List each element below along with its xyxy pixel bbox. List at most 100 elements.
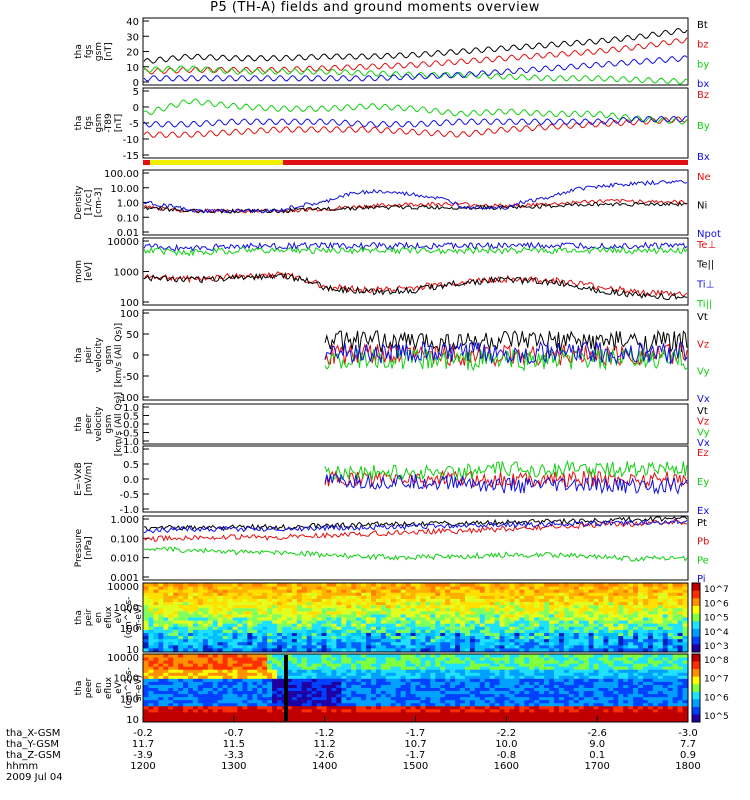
spectrogram-cell: [222, 608, 229, 612]
spectrogram-cell: [153, 586, 159, 591]
spectrogram-cell: [197, 602, 204, 606]
spectrogram-cell: [464, 678, 471, 683]
spectrogram-cell: [336, 712, 342, 717]
spectrogram-cell: [509, 639, 516, 643]
spectrogram-cell: [281, 636, 288, 640]
spectrogram-cell: [638, 681, 644, 686]
spectrogram-cell: [469, 626, 476, 631]
spectrogram-cell: [341, 703, 347, 707]
spectrogram-cell: [642, 688, 649, 692]
spectrogram-cell: [484, 660, 491, 665]
spectrogram-cell: [652, 706, 659, 710]
spectrogram-cell: [435, 589, 441, 594]
spectrogram-cell: [598, 712, 605, 717]
spectrogram-cell: [455, 688, 461, 692]
spectrogram-cell: [286, 583, 293, 588]
spectrogram-cell: [311, 589, 318, 594]
spectrogram-cell: [633, 586, 639, 591]
spectrogram-cell: [484, 715, 491, 720]
spectrogram-cell: [514, 589, 520, 594]
spectrogram-cell: [148, 715, 154, 720]
spectrogram-cell: [400, 675, 407, 680]
y-axis-label: fgs: [84, 44, 94, 58]
spectrogram-cell: [489, 642, 496, 646]
spectrogram-cell: [677, 639, 684, 643]
spectrogram-cell: [227, 678, 234, 683]
spectrogram-cell: [558, 636, 565, 640]
spectrogram-cell: [558, 626, 565, 631]
spectrogram-cell: [237, 586, 244, 591]
spectrogram-cell: [499, 681, 506, 686]
spectrogram-cell: [484, 614, 491, 619]
spectrogram-cell: [410, 608, 417, 612]
spectrogram-cell: [380, 645, 387, 650]
spectrogram-cell: [222, 592, 229, 597]
spectrogram-cell: [375, 617, 382, 622]
spectrogram-cell: [484, 681, 491, 686]
spectrogram-cell: [633, 666, 639, 671]
spectrogram-cell: [192, 663, 199, 668]
spectrogram-cell: [618, 639, 624, 643]
spectrogram-cell: [306, 697, 313, 701]
spectrogram-cell: [237, 681, 244, 686]
spectrogram-cell: [628, 678, 634, 683]
spectrogram-cell: [588, 583, 595, 588]
spectrogram-cell: [267, 642, 273, 646]
y-axis-label: eflux: [104, 606, 114, 629]
spectrogram-cell: [336, 620, 342, 625]
spectrogram-cell: [202, 684, 209, 689]
spectrogram-cell: [380, 642, 387, 646]
spectrogram-cell: [499, 602, 506, 606]
spectrogram-cell: [553, 712, 560, 717]
spectrogram-cell: [667, 642, 674, 646]
spectrogram-cell: [178, 620, 184, 625]
spectrogram-cell: [440, 675, 446, 680]
spectrogram-cell: [331, 617, 337, 622]
spectrogram-cell: [647, 614, 654, 619]
spectrogram-cell: [311, 700, 318, 704]
spectrogram-cell: [143, 688, 150, 692]
spectrogram-cell: [331, 663, 337, 668]
spectrogram-cell: [202, 648, 209, 653]
spectrogram-cell: [494, 675, 501, 680]
spectrogram-cell: [662, 706, 669, 710]
spectrogram-cell: [474, 669, 481, 674]
spectrogram-cell: [168, 642, 174, 646]
spectrogram-cell: [346, 608, 352, 612]
spectrogram-cell: [450, 709, 456, 713]
spectrogram-cell: [529, 697, 535, 701]
spectrogram-cell: [460, 589, 466, 594]
spectrogram-cell: [460, 684, 466, 689]
spectrogram-cell: [232, 715, 239, 720]
spectrogram-cell: [479, 592, 486, 597]
spectrogram-cell: [415, 608, 422, 612]
spectrogram-cell: [563, 629, 570, 634]
spectrogram-cell: [494, 629, 501, 634]
spectrogram-cell: [148, 608, 154, 612]
spectrogram-cell: [311, 592, 318, 597]
spectrogram-cell: [202, 583, 209, 588]
spectrogram-cell: [613, 675, 619, 680]
spectrogram-cell: [524, 602, 530, 606]
spectrogram-cell: [534, 648, 540, 653]
spectrogram-cell: [326, 589, 333, 594]
spectrogram-cell: [539, 691, 545, 695]
spectrogram-cell: [593, 611, 600, 616]
spectrogram-cell: [168, 648, 174, 653]
spectrogram-cell: [375, 700, 382, 704]
spectrogram-cell: [445, 642, 451, 646]
spectrogram-cell: [553, 681, 560, 686]
spectrogram-cell: [163, 617, 169, 622]
spectrogram-cell: [257, 666, 263, 671]
spectrogram-cell: [568, 583, 575, 588]
spectrogram-cell: [296, 666, 303, 671]
spectrogram-cell: [603, 614, 609, 619]
spectrogram-cell: [385, 648, 392, 653]
spectrogram-cell: [361, 657, 367, 662]
spectrogram-cell: [623, 715, 629, 720]
spectrogram-cell: [281, 592, 288, 597]
spectrogram-cell: [578, 629, 585, 634]
spectrogram-cell: [603, 657, 609, 662]
